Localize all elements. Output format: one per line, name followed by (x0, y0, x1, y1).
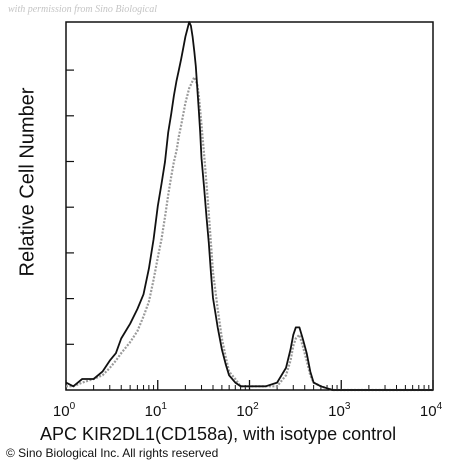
copyright-notice: © Sino Biological Inc. All rights reserv… (6, 446, 219, 460)
x-tick-label: 101 (145, 401, 168, 420)
isotype-control-line (66, 76, 433, 392)
sample-histogram-line (65, 21, 433, 391)
plot-frame (65, 21, 434, 391)
x-tick-label: 100 (53, 401, 76, 420)
x-axis-ticks: 100 101 102 103 104 (53, 380, 443, 420)
watermark: with permission from Sino Biological (8, 4, 158, 15)
y-axis-label: Relative Cell Number (16, 87, 39, 277)
x-tick-label: 104 (420, 401, 443, 420)
x-axis-label: APC KIR2DL1(CD158a), with isotype contro… (40, 424, 397, 444)
series-layer (65, 21, 433, 392)
y-axis-ticks (66, 69, 74, 345)
x-tick-label: 102 (236, 401, 259, 420)
x-tick-label: 103 (328, 401, 351, 420)
